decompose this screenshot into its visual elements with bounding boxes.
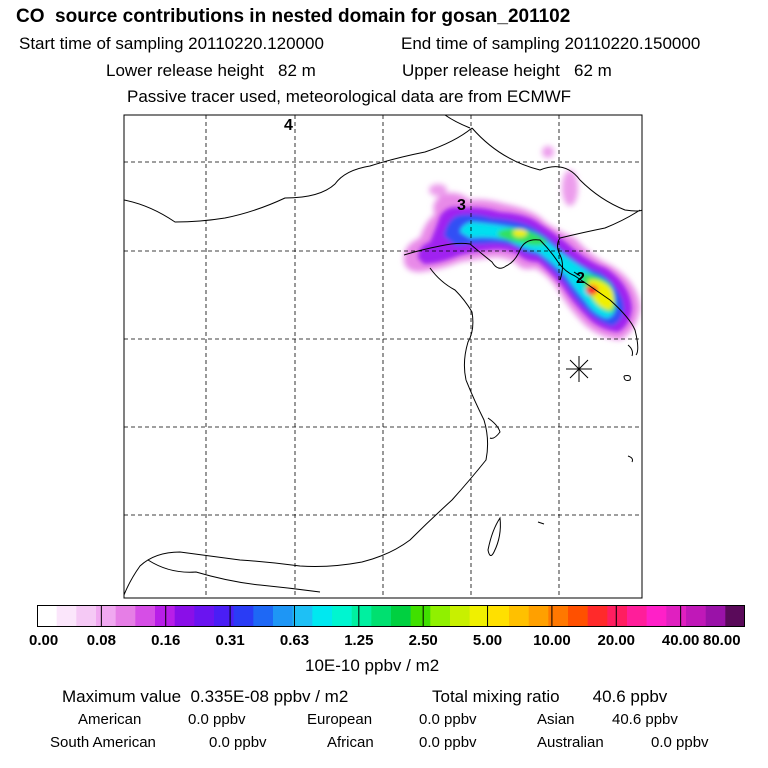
european-label: European — [307, 711, 373, 728]
total-mixing-ratio-label: Total mixing ratio 40.6 ppbv — [432, 687, 668, 706]
colorbar-segment — [135, 605, 156, 627]
colorbar-segment — [391, 605, 411, 627]
colorbar-segment — [155, 605, 175, 627]
colorbar-tick-label: 1.25 — [344, 632, 374, 649]
colorbar-tick-label: 0.08 — [86, 632, 116, 649]
australian-label: Australian — [537, 734, 604, 751]
colorbar-frame — [37, 605, 745, 627]
colorbar-tick-label: 0.00 — [29, 632, 59, 649]
american-label: American — [78, 711, 142, 728]
colorbar-segment — [351, 605, 372, 627]
map-panel: 4 3 2 — [123, 114, 643, 599]
contribution-plume — [403, 146, 640, 340]
point-label-2: 2 — [576, 270, 585, 287]
colorbar-segment — [312, 605, 333, 627]
colorbar-segment — [253, 605, 274, 627]
colorbar — [37, 605, 745, 627]
colorbar-segment — [174, 605, 195, 627]
european-value: 0.0 ppbv — [419, 711, 477, 728]
colorbar-tick-label: 5.00 — [472, 632, 503, 649]
colorbar-segment — [233, 605, 254, 627]
point-label-4: 4 — [284, 117, 293, 134]
colorbar-tick-label: 10.00 — [533, 632, 571, 649]
colorbar-segment — [587, 605, 608, 627]
colorbar-unit-label: 10E-10 ppbv / m2 — [305, 656, 440, 675]
colorbar-tick-label: 0.31 — [215, 632, 245, 649]
colorbar-segment — [410, 605, 431, 627]
upper-release-label: Upper release height 62 m — [402, 61, 612, 80]
colorbar-segment — [332, 605, 352, 627]
colorbar-segment — [528, 605, 549, 627]
end-time-label: End time of sampling 20110220.150000 — [401, 34, 701, 53]
colorbar-segment — [292, 605, 313, 627]
colorbar-segment — [646, 605, 667, 627]
south-american-value: 0.0 ppbv — [209, 734, 267, 751]
african-label: African — [327, 734, 374, 751]
colorbar-segment — [96, 605, 116, 627]
colorbar-segment — [76, 605, 97, 627]
max-value-label: Maximum value 0.335E-08 ppbv / m2 — [62, 687, 349, 706]
colorbar-segment — [568, 605, 588, 627]
colorbar-segment — [450, 605, 470, 627]
colorbar-tick-label: 2.50 — [408, 632, 438, 649]
asterisk-star-icon — [566, 356, 592, 382]
colorbar-tick-label: 0.16 — [151, 632, 181, 649]
colorbar-segment — [548, 605, 569, 627]
colorbar-segment — [627, 605, 647, 627]
colorbar-segment — [115, 605, 136, 627]
colorbar-segment — [509, 605, 529, 627]
american-value: 0.0 ppbv — [188, 711, 246, 728]
colorbar-segment — [194, 605, 215, 627]
lat-lon-grid — [124, 115, 642, 598]
colorbar-segment — [37, 605, 57, 627]
colorbar-tick-label: 0.63 — [279, 632, 310, 649]
colorbar-segment — [56, 605, 77, 627]
plot-title: CO source contributions in nested domain… — [16, 6, 571, 27]
colorbar-tick-label: 40.00 — [661, 632, 700, 649]
colorbar-segment — [686, 605, 706, 627]
coastlines — [124, 115, 642, 596]
south-american-label: South American — [50, 734, 156, 751]
african-value: 0.0 ppbv — [419, 734, 477, 751]
colorbar-tick-label: 20.00 — [597, 632, 636, 649]
colorbar-segment — [430, 605, 451, 627]
start-time-label: Start time of sampling 20110220.120000 — [19, 34, 324, 53]
colorbar-segment — [607, 605, 628, 627]
colorbar-segment — [469, 605, 490, 627]
asian-label: Asian — [537, 711, 575, 728]
colorbar-segment — [725, 605, 745, 627]
point-label-3: 3 — [457, 197, 466, 214]
tracer-info-label: Passive tracer used, meteorological data… — [127, 87, 572, 106]
map-frame — [123, 114, 643, 599]
colorbar-segment — [705, 605, 726, 627]
lower-release-label: Lower release height 82 m — [106, 61, 316, 80]
colorbar-segment — [489, 605, 510, 627]
colorbar-segment — [371, 605, 392, 627]
colorbar-segment — [273, 605, 293, 627]
colorbar-segment — [214, 605, 234, 627]
australian-value: 0.0 ppbv — [651, 734, 709, 751]
colorbar-segment — [666, 605, 687, 627]
asian-value: 40.6 ppbv — [612, 711, 678, 728]
colorbar-tick-label: 80.00 — [703, 632, 741, 649]
